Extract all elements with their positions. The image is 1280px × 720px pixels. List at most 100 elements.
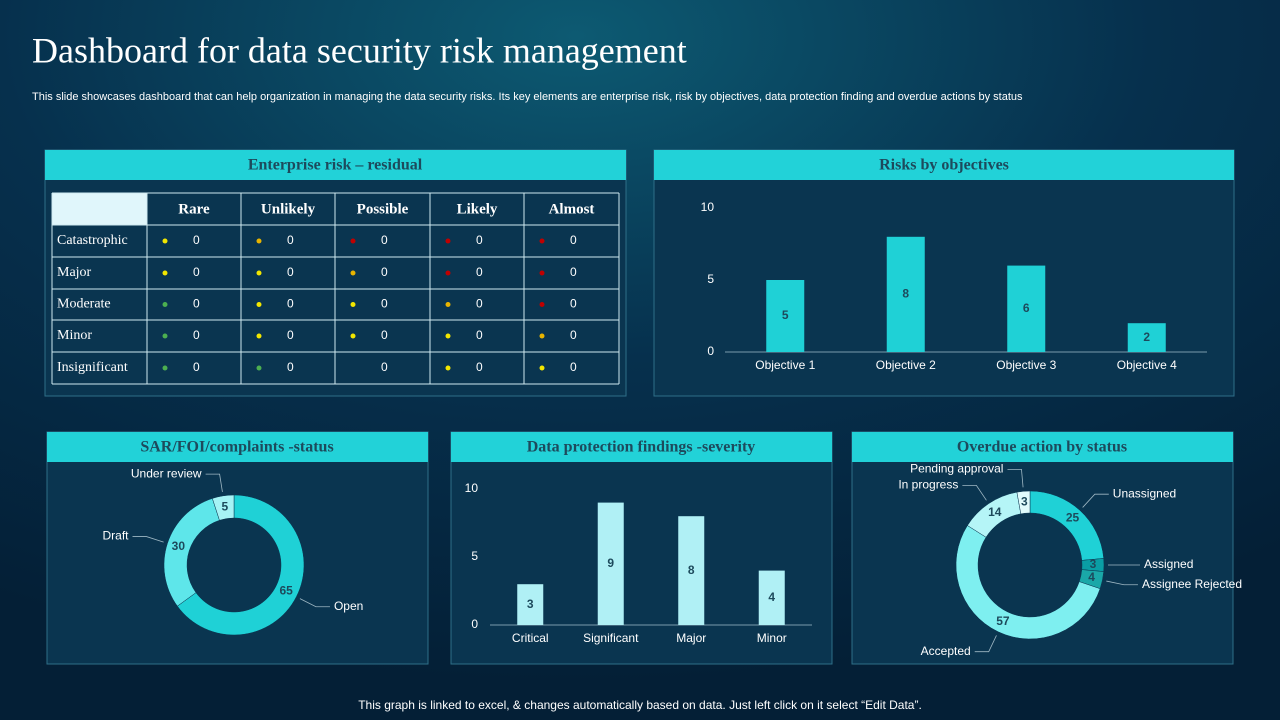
data-label: 25 xyxy=(1066,511,1080,525)
data-label: 8 xyxy=(688,563,695,577)
data-label: 3 xyxy=(527,597,534,611)
leader-line xyxy=(132,536,164,543)
panel-title: SAR/FOI/complaints -status xyxy=(140,439,333,456)
column-header: Likely xyxy=(457,201,498,217)
risk-dot xyxy=(445,333,451,339)
y-tick-label: 10 xyxy=(465,481,479,495)
x-tick-label: Objective 4 xyxy=(1117,358,1177,372)
panel-header xyxy=(47,432,428,462)
risk-dot xyxy=(162,270,168,276)
risk-dot xyxy=(162,302,168,307)
risk-dot xyxy=(539,333,545,339)
risk-dot xyxy=(445,270,451,276)
donut-slice xyxy=(1016,490,1031,515)
cell-value: 0 xyxy=(287,360,294,374)
x-tick-label: Objective 3 xyxy=(996,358,1056,372)
cell-value: 0 xyxy=(476,265,483,279)
row-label: Insignificant xyxy=(57,360,128,375)
cell-value: 0 xyxy=(193,360,200,374)
leader-line xyxy=(299,598,330,608)
y-tick-label: 5 xyxy=(471,549,478,563)
cell-value: 0 xyxy=(570,265,577,279)
data-label: 4 xyxy=(768,590,775,604)
cell-value: 0 xyxy=(193,265,200,279)
data-label: 9 xyxy=(607,556,614,570)
panel-title: Risks by objectives xyxy=(879,157,1009,174)
risk-dot xyxy=(256,270,262,276)
panel-title: Overdue action by status xyxy=(957,439,1127,456)
bar xyxy=(758,570,785,625)
x-tick-label: Critical xyxy=(512,631,549,645)
cell-value: 0 xyxy=(381,297,388,311)
panel-header xyxy=(654,150,1234,180)
panel xyxy=(653,149,1235,397)
column-header: Possible xyxy=(357,201,409,217)
category-label: In progress xyxy=(898,478,958,492)
bar xyxy=(1127,323,1166,352)
data-label: 30 xyxy=(172,539,186,553)
risk-dot xyxy=(445,365,451,371)
category-label: Open xyxy=(334,599,363,613)
risk-dot xyxy=(539,270,545,276)
panel-header xyxy=(852,432,1233,462)
x-tick-label: Major xyxy=(676,631,706,645)
cell-value: 0 xyxy=(193,233,200,247)
data-label: 3 xyxy=(1021,494,1028,508)
category-label: Accepted xyxy=(921,644,971,658)
footer-note: This graph is linked to excel, & changes… xyxy=(358,698,922,712)
cell-value: 0 xyxy=(287,265,294,279)
cell-value: 0 xyxy=(570,233,577,247)
data-label: 57 xyxy=(996,614,1010,628)
risk-dot xyxy=(445,302,451,307)
cell-value: 0 xyxy=(476,233,483,247)
data-label: 3 xyxy=(1090,557,1097,571)
panel-title: Data protection findings -severity xyxy=(527,439,756,456)
page-title: Dashboard for data security risk managem… xyxy=(32,30,687,70)
risk-dot xyxy=(256,333,262,339)
category-label: Assignee Rejected xyxy=(1142,577,1242,591)
row-label: Catastrophic xyxy=(57,233,128,248)
risk-dot xyxy=(256,238,262,244)
cell-value: 0 xyxy=(193,328,200,342)
column-header: Unlikely xyxy=(261,201,316,217)
risk-dot xyxy=(350,302,356,307)
y-tick-label: 0 xyxy=(471,617,478,631)
risk-dot xyxy=(445,238,451,244)
cell-value: 0 xyxy=(381,328,388,342)
x-tick-label: Significant xyxy=(583,631,639,645)
risk-dot xyxy=(162,333,168,339)
risk-dot xyxy=(256,365,262,371)
risk-dot xyxy=(256,302,262,307)
row-label: Moderate xyxy=(57,297,111,312)
data-label: 2 xyxy=(1143,330,1150,344)
panel-title: Enterprise risk – residual xyxy=(248,157,423,174)
data-label: 6 xyxy=(1023,301,1030,315)
data-label: 5 xyxy=(222,499,229,513)
data-label: 5 xyxy=(782,308,789,322)
leader-line xyxy=(974,635,997,653)
cell-value: 0 xyxy=(287,297,294,311)
cell-value: 0 xyxy=(381,265,388,279)
leader-line xyxy=(1007,468,1024,488)
bar xyxy=(766,280,805,352)
panel xyxy=(450,431,833,665)
x-tick-label: Minor xyxy=(757,631,787,645)
cell-value: 0 xyxy=(570,328,577,342)
category-label: Unassigned xyxy=(1113,486,1176,500)
category-label: Under review xyxy=(131,466,202,480)
x-tick-label: Objective 2 xyxy=(876,358,936,372)
bar xyxy=(678,516,705,625)
leader-line xyxy=(205,473,223,492)
donut-slice xyxy=(177,494,305,636)
leader-line xyxy=(1082,493,1109,508)
page-subtitle: This slide showcases dashboard that can … xyxy=(32,91,1023,103)
y-tick-label: 5 xyxy=(707,272,714,286)
data-label: 8 xyxy=(902,287,909,301)
cell-value: 0 xyxy=(476,297,483,311)
y-tick-label: 0 xyxy=(707,344,714,358)
cell-value: 0 xyxy=(381,360,388,374)
cell-value: 0 xyxy=(287,328,294,342)
risk-dot xyxy=(350,238,356,244)
